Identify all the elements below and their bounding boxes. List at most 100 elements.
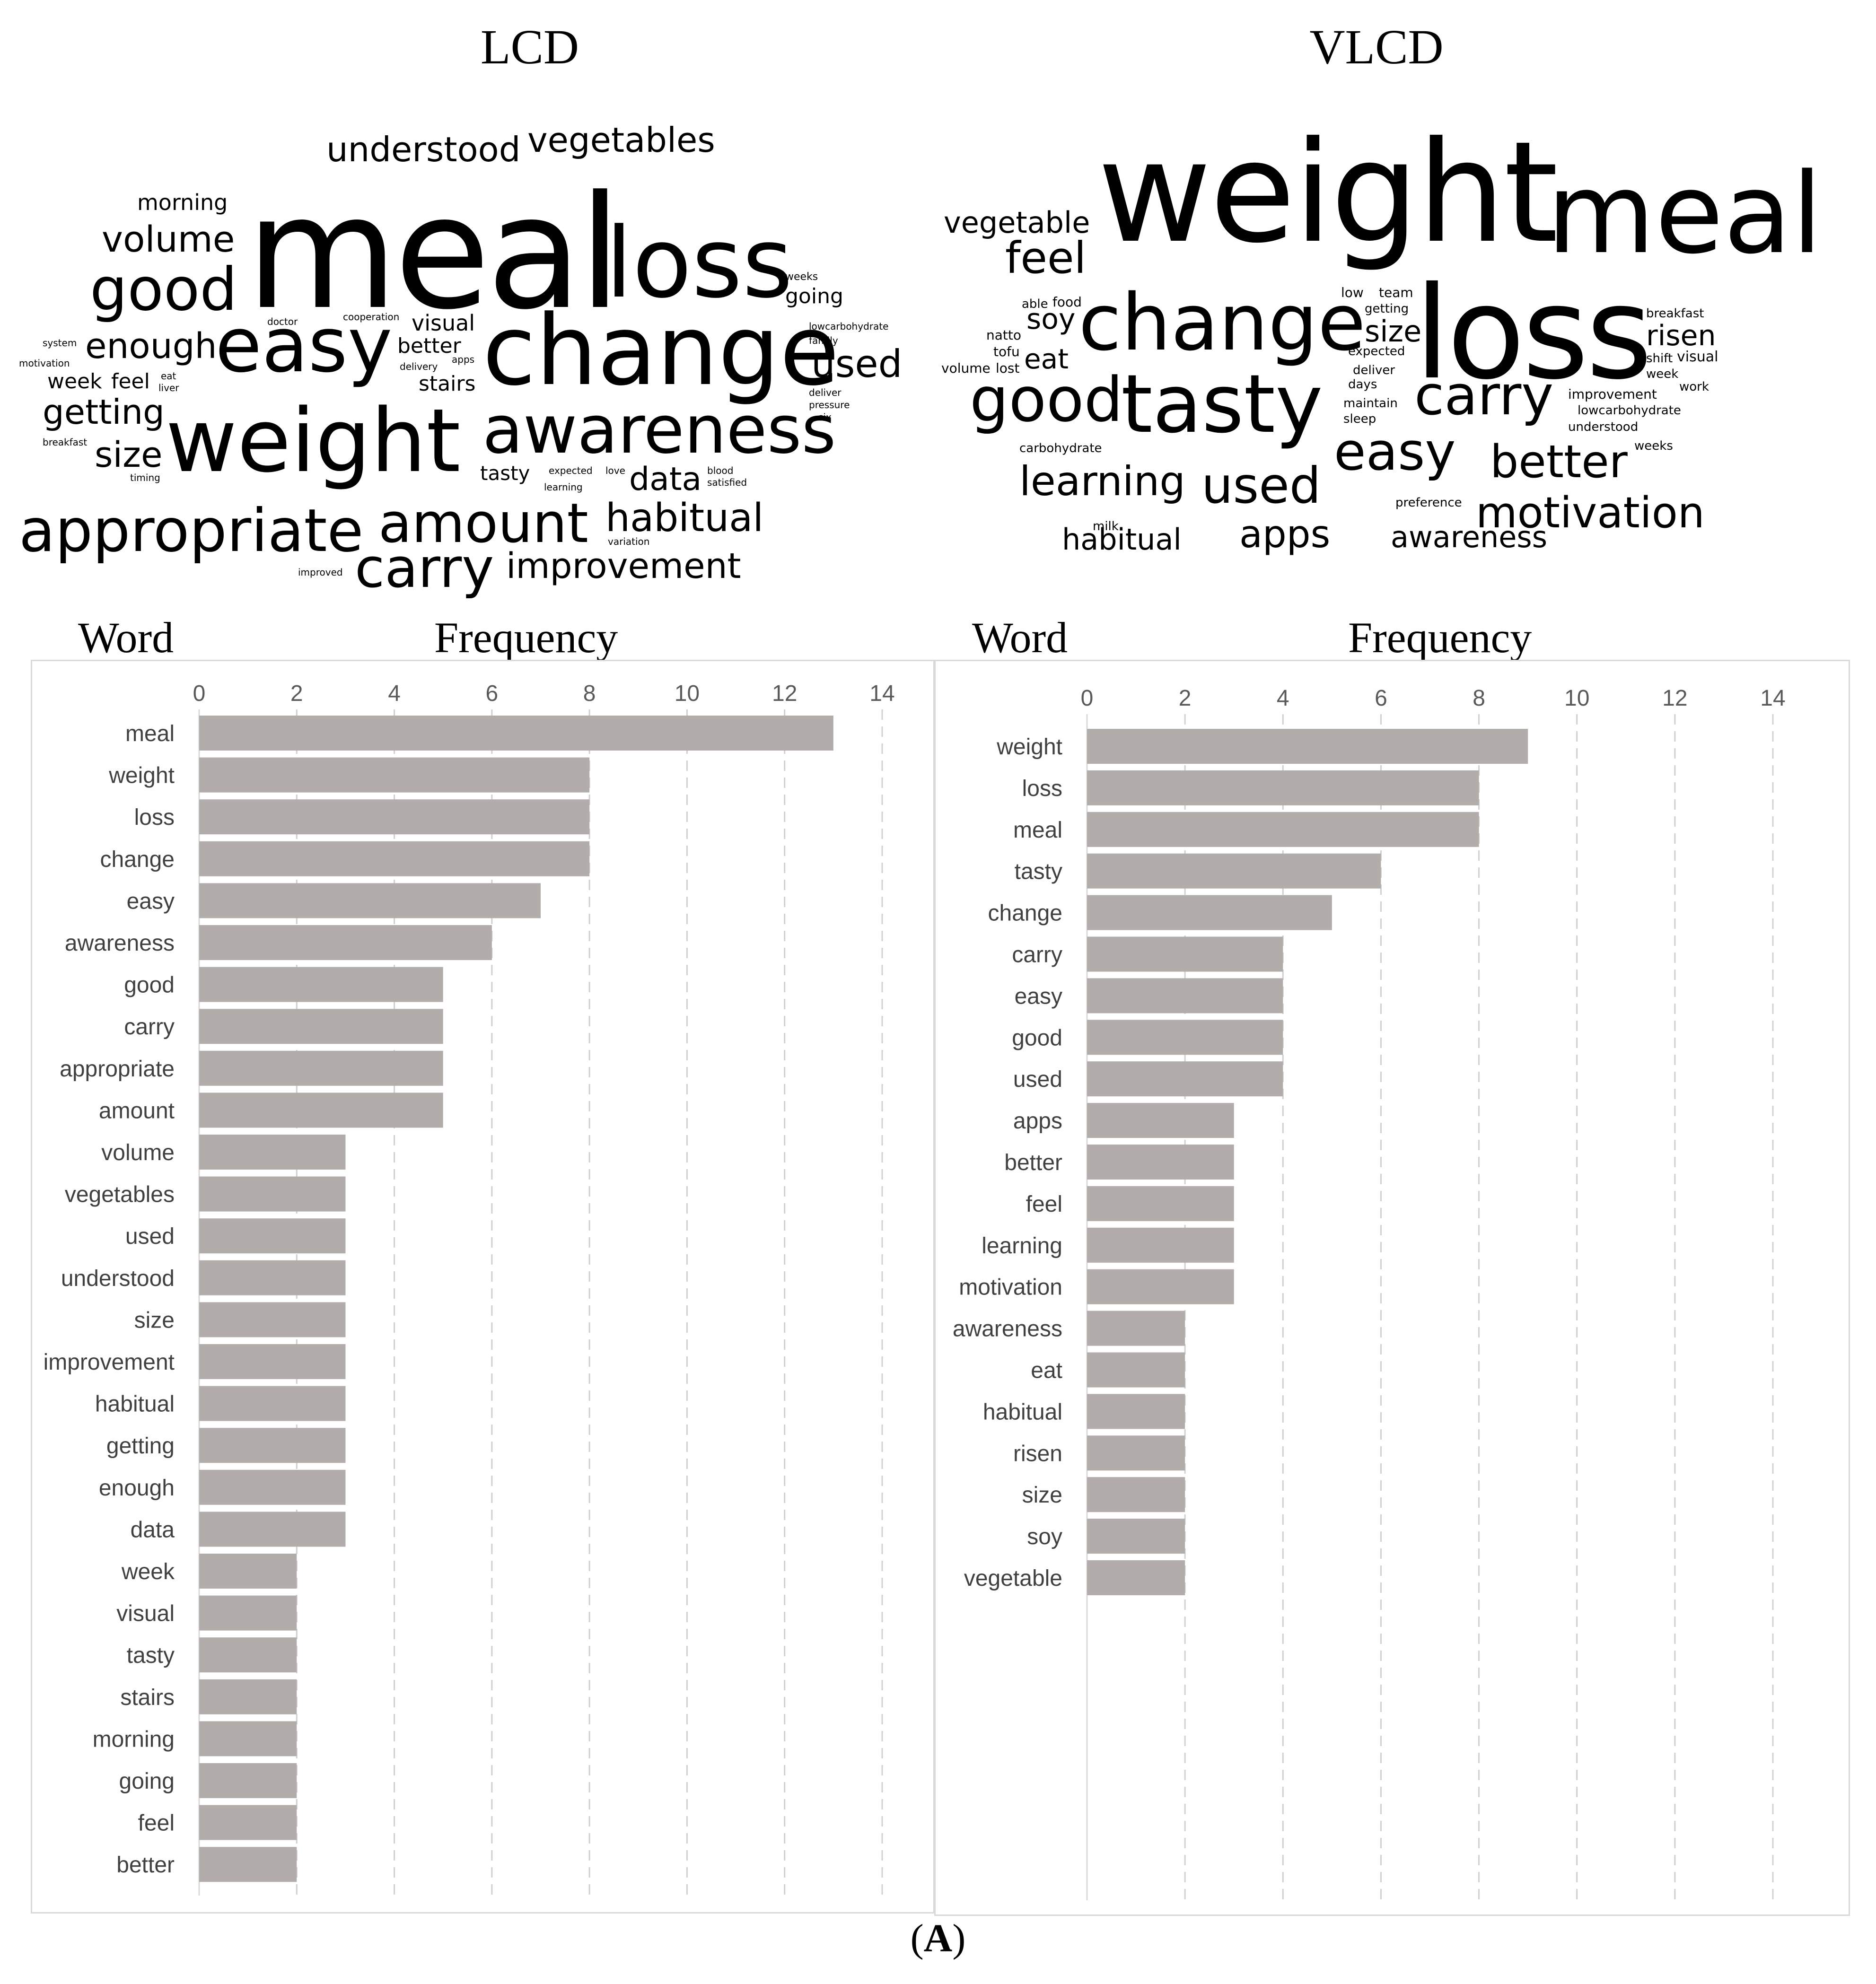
bar [1087, 1186, 1234, 1221]
category-label: better [1004, 1150, 1062, 1175]
cloud-word: lowcarbohydrate [1578, 403, 1681, 418]
cloud-word: feel [1005, 233, 1087, 283]
cloud-word: weight [1097, 111, 1559, 274]
cloud-word: size [95, 435, 163, 475]
cloud-word: volume [941, 360, 991, 376]
vlcd-bar-chart: 0 2 4 6 8 10 12 14 weight loss meal tasty change carr… [934, 660, 1850, 1916]
category-label: soy [1027, 1524, 1062, 1549]
bar [1087, 1227, 1234, 1263]
cloud-word: team [1379, 285, 1413, 300]
category-label: loss [134, 805, 175, 830]
cloud-word: week [47, 369, 102, 393]
category-label: good [124, 973, 175, 998]
cloud-word: variation [608, 536, 650, 547]
vlcd-chart-svg: 0 2 4 6 8 10 12 14 weight loss meal tasty change carr… [953, 686, 1786, 1900]
bar [199, 1721, 297, 1757]
category-label: volume [101, 1140, 175, 1165]
category-label: meal [1013, 818, 1062, 843]
bar [1087, 1519, 1185, 1554]
cloud-word: carry [1414, 364, 1554, 428]
category-label: change [988, 901, 1062, 926]
cloud-word: better [397, 334, 461, 358]
cloud-word: habitual [1062, 522, 1182, 557]
category-label: change [100, 847, 175, 872]
bar [1087, 978, 1283, 1014]
bar [199, 1009, 443, 1044]
category-label: size [1022, 1483, 1062, 1508]
x-tick-label: 10 [675, 681, 700, 706]
bar [199, 1344, 346, 1379]
bar [1087, 729, 1528, 764]
bar [199, 841, 590, 876]
cloud-word: used [811, 342, 903, 386]
bar [199, 1805, 297, 1840]
cloud-word: change [482, 295, 840, 407]
cloud-word: understood [326, 130, 521, 169]
cloud-word: maintain [1343, 396, 1398, 411]
category-label: vegetables [65, 1182, 175, 1207]
cloud-word: sleep [1343, 412, 1376, 426]
x-tick-label: 4 [388, 681, 401, 706]
cloud-word: loss [1414, 259, 1653, 408]
bar [199, 1847, 297, 1882]
cloud-word: better [1490, 436, 1628, 488]
category-label: week [121, 1559, 175, 1584]
category-label: weight [108, 763, 175, 788]
bar [199, 757, 590, 793]
cloud-word: breakfast [1646, 306, 1704, 321]
cloud-word: amount [378, 492, 588, 555]
bar [199, 1302, 346, 1337]
category-label: visual [116, 1601, 175, 1626]
bar [199, 925, 492, 960]
bar [199, 1135, 346, 1170]
caption-open: ( [910, 1916, 924, 1960]
cloud-word: breakfast [43, 437, 88, 448]
cloud-word: easy [1334, 421, 1456, 482]
cloud-word: vegetable [944, 205, 1090, 240]
bar [1087, 1352, 1185, 1388]
bar [1087, 1145, 1234, 1180]
cloud-word: size [1365, 314, 1422, 349]
category-label: vegetable [964, 1566, 1062, 1591]
cloud-word: change [1078, 277, 1366, 368]
cloud-word: soy [1026, 303, 1076, 336]
cloud-word: carbohydrate [1019, 441, 1102, 455]
lcd-chart-svg: 0 2 4 6 8 10 12 14 meal weight loss change easy aware… [44, 681, 895, 1896]
category-label: habitual [983, 1399, 1062, 1425]
cloud-word: timing [130, 472, 160, 483]
cloud-word: meal [1547, 149, 1823, 279]
lcd-bar-chart: 0 2 4 6 8 10 12 14 meal weight loss change easy aware… [31, 660, 935, 1914]
cloud-word: able [1022, 297, 1048, 311]
cloud-word: meal [246, 162, 622, 344]
cloud-word: eat [161, 370, 176, 382]
cloud-word: weeks [785, 271, 818, 283]
cloud-word: improved [298, 567, 343, 578]
category-label: better [116, 1853, 175, 1878]
cloud-word: improvement [1568, 386, 1657, 402]
x-tick-label: 4 [1277, 686, 1289, 711]
cloud-word: morning [137, 190, 228, 215]
cloud-word: natto [986, 327, 1021, 343]
bar [199, 1260, 346, 1295]
category-label: feel [1026, 1192, 1062, 1217]
bar [199, 1050, 443, 1086]
category-label: apps [1013, 1109, 1062, 1134]
category-label: improvement [44, 1350, 175, 1375]
category-label: motivation [959, 1275, 1062, 1300]
category-label: eat [1031, 1358, 1062, 1383]
bar [1087, 812, 1479, 847]
caption-letter: A [923, 1916, 953, 1960]
x-tick-label: 0 [193, 681, 206, 706]
category-label: used [125, 1224, 175, 1249]
bar [199, 1554, 297, 1589]
cloud-word: improvement [506, 546, 741, 586]
cloud-word: feel [111, 369, 150, 393]
bar [1087, 1103, 1234, 1138]
bar [1087, 895, 1332, 930]
category-label: feel [138, 1811, 175, 1836]
category-label: loss [1022, 776, 1062, 801]
cloud-word: tofu [993, 344, 1020, 359]
lcd-frequency-header: Frequency [434, 613, 618, 662]
cloud-word: enough [85, 326, 217, 367]
cloud-word: stairs [419, 372, 476, 396]
